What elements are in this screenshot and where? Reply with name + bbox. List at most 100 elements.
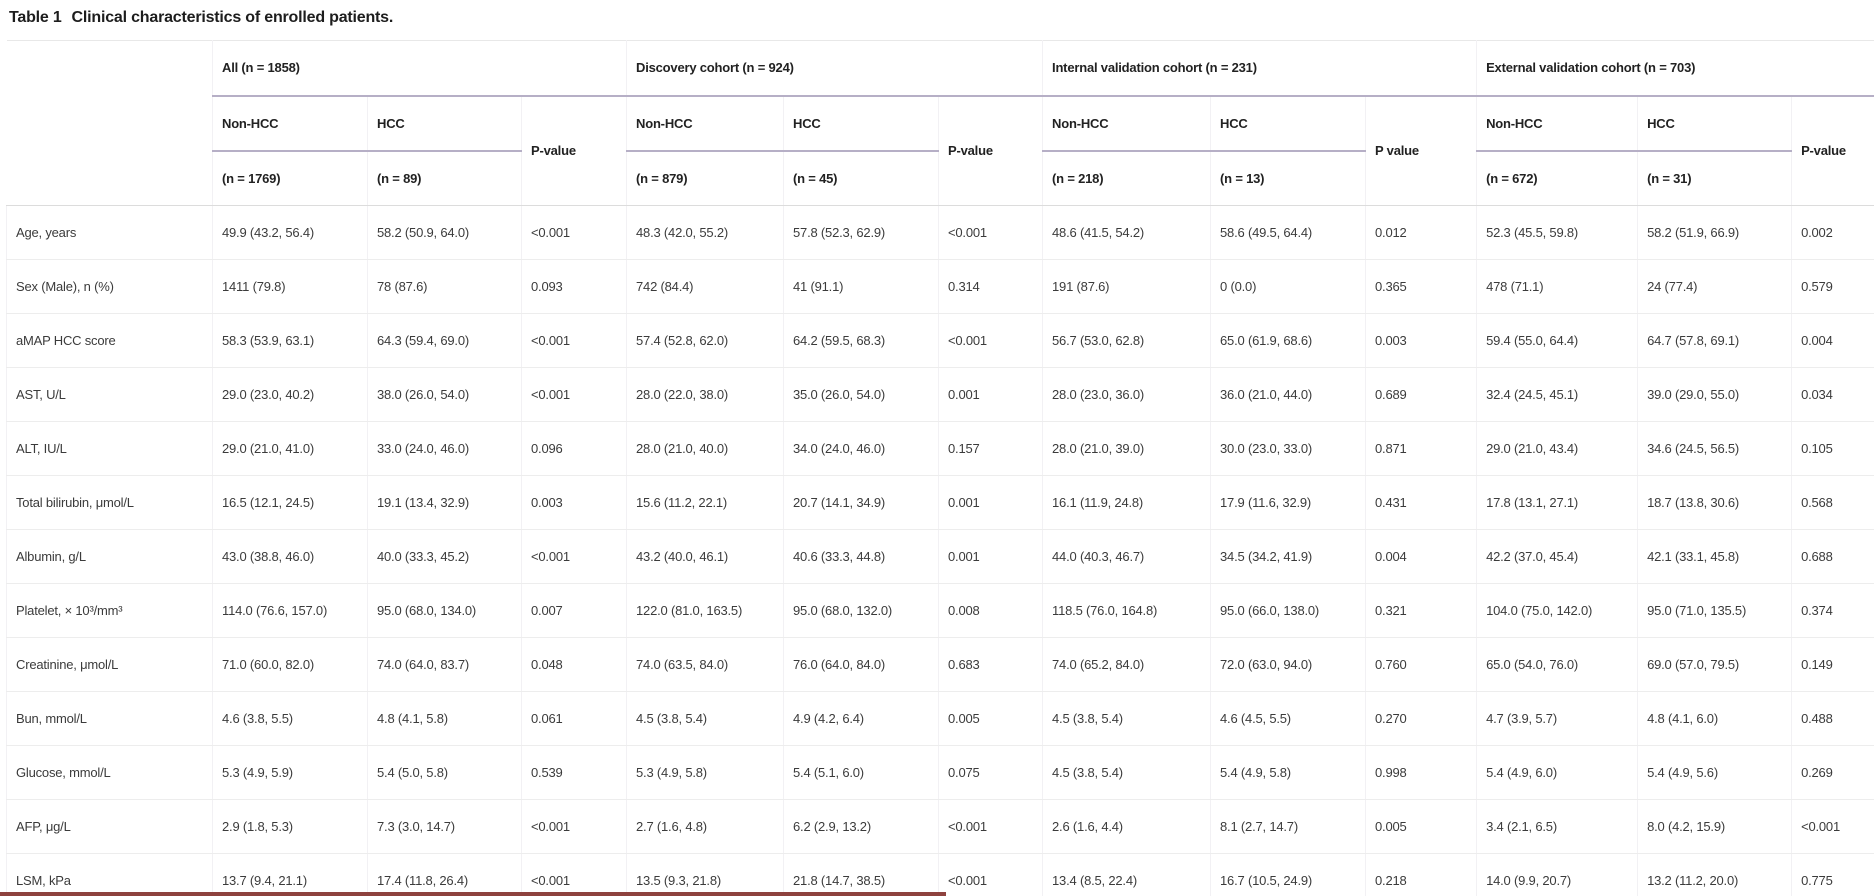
p-value-cell: <0.001: [1791, 799, 1874, 854]
p-value-cell: <0.001: [938, 313, 1044, 368]
table-title-text: Clinical characteristics of enrolled pat…: [71, 9, 394, 26]
row-label: Creatinine, μmol/L: [6, 637, 213, 692]
cell-value: 18.7 (13.8, 30.6): [1637, 475, 1793, 530]
cell-value: 122.0 (81.0, 163.5): [626, 583, 785, 638]
n-count-hcc: (n = 13): [1210, 150, 1367, 206]
p-value-cell: <0.001: [521, 853, 628, 896]
p-value-cell: 0.096: [521, 421, 628, 476]
horizontal-scrollbar-thumb[interactable]: [0, 892, 946, 896]
p-value-cell: 0.431: [1365, 475, 1478, 530]
table-row: aMAP HCC score 58.3 (53.9, 63.1) 64.3 (59.…: [6, 313, 1874, 368]
p-value-cell: <0.001: [938, 205, 1044, 260]
cell-value: 34.5 (34.2, 41.9): [1210, 529, 1367, 584]
cell-value: 49.9 (43.2, 56.4): [212, 205, 368, 260]
cohort-group-header: External validation cohort (n = 703): [1476, 40, 1874, 97]
cell-value: 4.6 (3.8, 5.5): [212, 691, 368, 746]
cell-value: 29.0 (21.0, 43.4): [1476, 421, 1639, 476]
cell-value: 4.8 (4.1, 6.0): [1637, 691, 1793, 746]
p-value-header: P value: [1365, 95, 1478, 206]
cell-value: 52.3 (45.5, 59.8): [1476, 205, 1639, 260]
p-value-cell: 0.034: [1791, 367, 1874, 422]
p-value-cell: 0.488: [1791, 691, 1874, 746]
cell-value: 104.0 (75.0, 142.0): [1476, 583, 1639, 638]
row-label: Age, years: [6, 205, 213, 260]
cell-value: 72.0 (63.0, 94.0): [1210, 637, 1367, 692]
p-value-cell: 0.689: [1365, 367, 1478, 422]
cell-value: 58.3 (53.9, 63.1): [212, 313, 368, 368]
cell-value: 5.4 (5.1, 6.0): [783, 745, 940, 800]
p-value-cell: 0.688: [1791, 529, 1874, 584]
cell-value: 7.3 (3.0, 14.7): [367, 799, 522, 854]
row-label: Bun, mmol/L: [6, 691, 213, 746]
cell-value: 57.4 (52.8, 62.0): [626, 313, 785, 368]
cell-value: 13.4 (8.5, 22.4): [1042, 853, 1212, 896]
subheader-hcc: HCC: [1210, 95, 1367, 152]
row-label: AST, U/L: [6, 367, 213, 422]
cell-value: 59.4 (55.0, 64.4): [1476, 313, 1639, 368]
table-row: Sex (Male), n (%) 1411 (79.8) 78 (87.6) 0.0…: [6, 259, 1874, 314]
cell-value: 16.7 (10.5, 24.9): [1210, 853, 1367, 896]
cell-value: 5.3 (4.9, 5.9): [212, 745, 368, 800]
p-value-cell: 0.005: [1365, 799, 1478, 854]
cell-value: 64.3 (59.4, 69.0): [367, 313, 522, 368]
subheader-hcc: HCC: [783, 95, 940, 152]
cell-value: 28.0 (21.0, 39.0): [1042, 421, 1212, 476]
p-value-cell: 0.568: [1791, 475, 1874, 530]
cell-value: 28.0 (21.0, 40.0): [626, 421, 785, 476]
subheader-non-hcc: Non-HCC: [1476, 95, 1639, 152]
cell-value: 58.2 (51.9, 66.9): [1637, 205, 1793, 260]
cell-value: 40.6 (33.3, 44.8): [783, 529, 940, 584]
subheader-non-hcc: Non-HCC: [626, 95, 785, 152]
cell-value: 24 (77.4): [1637, 259, 1793, 314]
cell-value: 19.1 (13.4, 32.9): [367, 475, 522, 530]
cell-value: 21.8 (14.7, 38.5): [783, 853, 940, 896]
cell-value: 95.0 (68.0, 134.0): [367, 583, 522, 638]
cell-value: 58.2 (50.9, 64.0): [367, 205, 522, 260]
cell-value: 5.4 (4.9, 5.6): [1637, 745, 1793, 800]
cell-value: 78 (87.6): [367, 259, 522, 314]
cell-value: 5.4 (5.0, 5.8): [367, 745, 522, 800]
cell-value: 74.0 (65.2, 84.0): [1042, 637, 1212, 692]
p-value-cell: <0.001: [521, 205, 628, 260]
table-row: AFP, μg/L 2.9 (1.8, 5.3) 7.3 (3.0, 14.7) <0…: [6, 799, 1874, 854]
cell-value: 42.2 (37.0, 45.4): [1476, 529, 1639, 584]
cell-value: 42.1 (33.1, 45.8): [1637, 529, 1793, 584]
cell-value: 65.0 (61.9, 68.6): [1210, 313, 1367, 368]
cell-value: 3.4 (2.1, 6.5): [1476, 799, 1639, 854]
p-value-cell: 0.321: [1365, 583, 1478, 638]
cell-value: 15.6 (11.2, 22.1): [626, 475, 785, 530]
cell-value: 74.0 (64.0, 83.7): [367, 637, 522, 692]
cell-value: 17.8 (13.1, 27.1): [1476, 475, 1639, 530]
cell-value: 5.3 (4.9, 5.8): [626, 745, 785, 800]
p-value-cell: 0.061: [521, 691, 628, 746]
p-value-cell: <0.001: [521, 799, 628, 854]
p-value-cell: 0.075: [938, 745, 1044, 800]
p-value-cell: <0.001: [521, 529, 628, 584]
p-value-header: P-value: [938, 95, 1044, 206]
cell-value: 13.5 (9.3, 21.8): [626, 853, 785, 896]
row-label: aMAP HCC score: [6, 313, 213, 368]
cell-value: 30.0 (23.0, 33.0): [1210, 421, 1367, 476]
p-value-cell: 0.539: [521, 745, 628, 800]
p-value-cell: 0.001: [938, 367, 1044, 422]
cell-value: 95.0 (68.0, 132.0): [783, 583, 940, 638]
row-label: Albumin, g/L: [6, 529, 213, 584]
table-body: Age, years 49.9 (43.2, 56.4) 58.2 (50.9, 6…: [6, 205, 1874, 896]
cell-value: 71.0 (60.0, 82.0): [212, 637, 368, 692]
cell-value: 5.4 (4.9, 6.0): [1476, 745, 1639, 800]
p-value-cell: <0.001: [938, 853, 1044, 896]
cell-value: 44.0 (40.3, 46.7): [1042, 529, 1212, 584]
n-count-hcc: (n = 89): [367, 150, 522, 206]
cell-value: 118.5 (76.0, 164.8): [1042, 583, 1212, 638]
p-value-header: P-value: [1791, 95, 1874, 206]
p-value-cell: 0.157: [938, 421, 1044, 476]
cell-value: 4.5 (3.8, 5.4): [1042, 691, 1212, 746]
table-title-prefix: Table 1: [9, 9, 62, 26]
cell-value: 1411 (79.8): [212, 259, 368, 314]
p-value-cell: <0.001: [521, 367, 628, 422]
cell-value: 95.0 (71.0, 135.5): [1637, 583, 1793, 638]
p-value-cell: 0.007: [521, 583, 628, 638]
cell-value: 43.0 (38.8, 46.0): [212, 529, 368, 584]
p-value-cell: <0.001: [938, 799, 1044, 854]
header-n-row: (n = 1769) (n = 89) (n = 879) (n = 45) (n = …: [7, 150, 1874, 206]
